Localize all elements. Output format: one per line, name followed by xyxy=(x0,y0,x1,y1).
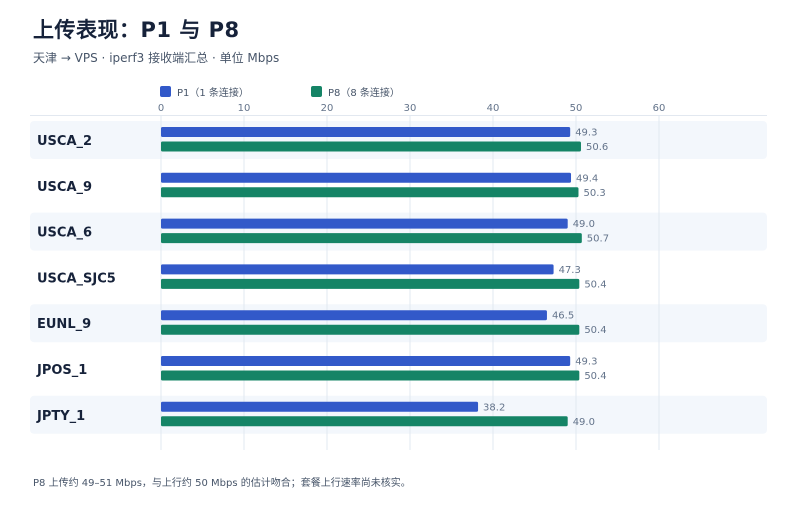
x-tick-label: 60 xyxy=(653,103,666,114)
value-label-p1: 47.3 xyxy=(559,265,581,276)
category-label: USCA_6 xyxy=(37,226,92,241)
x-tick-label: 20 xyxy=(321,103,334,114)
legend-label-p1: P1（1 条连接） xyxy=(177,88,249,99)
legend-label-p8: P8（8 条连接） xyxy=(328,88,400,99)
value-label-p8: 50.4 xyxy=(584,279,606,290)
value-label-p1: 49.3 xyxy=(575,357,597,368)
value-label-p8: 50.4 xyxy=(584,325,606,336)
value-label-p1: 49.3 xyxy=(575,128,597,139)
x-tick-label: 30 xyxy=(404,103,417,114)
bar-p8 xyxy=(161,370,580,381)
bar-p1 xyxy=(161,172,572,183)
category-label: USCA_9 xyxy=(37,180,92,195)
bar-p1 xyxy=(161,127,571,137)
row-background xyxy=(30,121,767,159)
row-background xyxy=(30,304,767,343)
chart-title: 上传表现：P1 与 P8 xyxy=(33,18,240,42)
footnote: P8 上传约 49–51 Mbps，与上行约 50 Mbps 的估计吻合；套餐上… xyxy=(33,478,411,489)
value-label-p1: 49.0 xyxy=(573,219,595,230)
value-label-p8: 50.6 xyxy=(586,142,608,153)
value-label-p1: 38.2 xyxy=(483,402,505,413)
row-background xyxy=(30,212,767,251)
x-tick-label: 0 xyxy=(158,103,164,114)
x-tick-label: 50 xyxy=(570,103,583,114)
value-label-p8: 49.0 xyxy=(573,417,595,428)
bar-p1 xyxy=(161,218,568,229)
bar-p8 xyxy=(161,141,581,152)
value-label-p8: 50.4 xyxy=(584,371,606,382)
legend-swatch-p1 xyxy=(160,86,171,97)
bar-p8 xyxy=(161,187,579,198)
value-label-p8: 50.7 xyxy=(587,234,609,245)
bar-p1 xyxy=(161,310,547,321)
legend-item-p1: P1（1 条连接） xyxy=(160,84,249,99)
bar-p8 xyxy=(161,278,580,289)
bar-p1 xyxy=(161,401,479,412)
bar-p8 xyxy=(161,416,568,427)
bar-p8 xyxy=(161,233,582,244)
value-label-p8: 50.3 xyxy=(583,188,605,199)
category-label: EUNL_9 xyxy=(37,317,91,332)
category-label: JPTY_1 xyxy=(36,409,85,424)
bar-p1 xyxy=(161,356,571,366)
category-label: USCA_2 xyxy=(37,134,92,149)
x-tick-label: 40 xyxy=(487,103,500,114)
chart-subtitle: 天津 → VPS · iperf3 接收端汇总 · 单位 Mbps xyxy=(33,51,280,65)
bar-p8 xyxy=(161,324,580,335)
category-label: JPOS_1 xyxy=(36,363,87,378)
row-background xyxy=(30,395,767,434)
bar-p1 xyxy=(161,264,554,275)
category-label: USCA_SJC5 xyxy=(37,271,116,286)
value-label-p1: 46.5 xyxy=(552,311,574,322)
legend-swatch-p8 xyxy=(311,86,322,97)
value-label-p1: 49.4 xyxy=(576,173,598,184)
x-tick-label: 10 xyxy=(238,103,251,114)
legend-item-p8: P8（8 条连接） xyxy=(311,84,400,99)
